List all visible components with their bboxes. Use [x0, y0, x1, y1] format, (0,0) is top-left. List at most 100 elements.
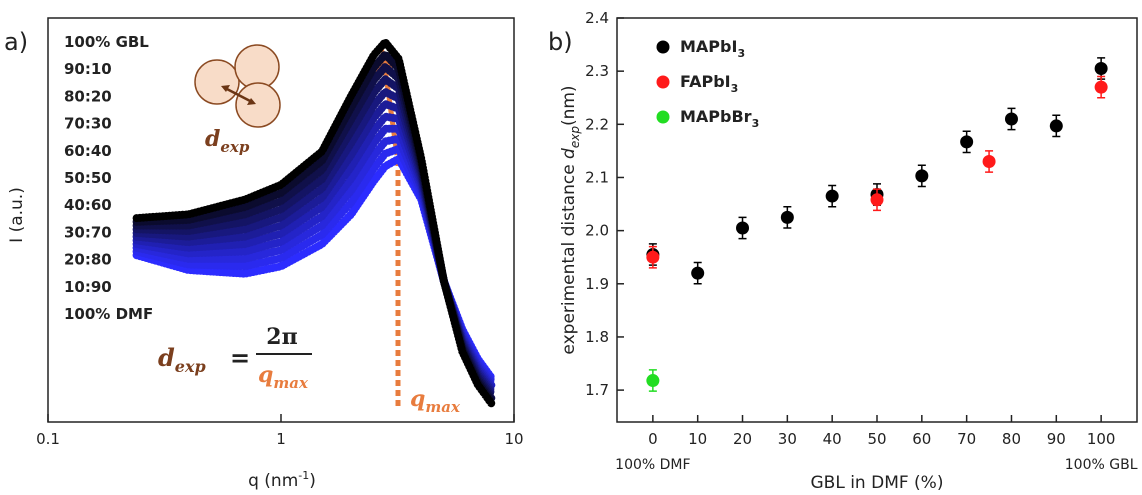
point-group [915, 164, 929, 188]
y-tick-label: 2.1 [585, 168, 609, 186]
point-group [825, 184, 839, 208]
x-end-label: 100% DMF [615, 457, 690, 473]
x-tick-label: 50 [867, 430, 886, 448]
legend-label: 90:10 [64, 60, 112, 78]
dexp-main: d [205, 126, 220, 152]
legend-label: 100% DMF [64, 305, 153, 323]
point [736, 221, 750, 235]
legend-label: 30:70 [64, 223, 112, 241]
legend-label: MAPbBr3 [680, 107, 759, 130]
formula-lhs: dexp [158, 343, 206, 376]
curve-core [136, 39, 494, 405]
y-label-pre: experimental distance [559, 159, 579, 355]
point [1049, 119, 1063, 133]
x-tick-label: 90 [1047, 430, 1066, 448]
point-group [982, 150, 996, 173]
point-group [1094, 75, 1108, 99]
y-tick-label: 1.8 [585, 328, 609, 346]
point-group [870, 188, 884, 212]
point-group [1049, 114, 1063, 138]
point-group [646, 369, 660, 392]
y-tick-label: 1.7 [585, 381, 609, 399]
legend-label: MAPbI3 [680, 37, 745, 60]
formula-lhs-sub: exp [175, 357, 206, 376]
x-tick-label: 10 [504, 430, 523, 448]
legend-label: 100% GBL [64, 33, 149, 51]
formula-equals: = [230, 343, 250, 372]
x-label-sup: -1 [298, 469, 309, 482]
x-label-main: q (nm [248, 471, 298, 491]
point-group [646, 245, 660, 269]
point [825, 189, 839, 203]
point-group [960, 130, 974, 154]
legend-label: FAPbI3 [680, 72, 738, 95]
legend-label: 10:90 [64, 278, 112, 296]
point-group [1094, 57, 1108, 80]
legend-marker [656, 110, 670, 124]
y-tick-label: 1.9 [585, 275, 609, 293]
qmax-sub: max [425, 398, 461, 416]
x-tick-label: 100 [1087, 430, 1116, 448]
y-label-sub: exp [568, 126, 582, 148]
legend-label: 70:30 [64, 115, 112, 133]
point-group [780, 205, 794, 229]
y-tick-label: 2.4 [585, 9, 609, 27]
formula-den-sub: max [273, 374, 309, 392]
y-tick-label: 2.0 [585, 222, 609, 240]
qmax-main: q [410, 386, 425, 412]
legend-label: 80:20 [64, 87, 112, 105]
y-axis-label: experimental distance dexp(nm) [559, 85, 582, 354]
x-end-label: 100% GBL [1065, 457, 1138, 473]
legend-marker [656, 40, 670, 54]
x-label-end: ) [309, 471, 316, 491]
y-tick-label: 2.2 [585, 115, 609, 133]
point [1004, 112, 1018, 126]
x-tick-label: 80 [1002, 430, 1021, 448]
particle-sketch [194, 44, 281, 128]
y-label-main: d [559, 148, 579, 159]
x-tick-label: 40 [823, 430, 842, 448]
legend-label: 20:80 [64, 251, 112, 269]
dexp-label: dexp [205, 126, 250, 156]
point-group [1004, 107, 1018, 131]
point [870, 193, 884, 207]
formula-lhs-main: d [158, 343, 175, 372]
qmax-label: qmax [410, 386, 461, 416]
x-tick-label: 20 [733, 430, 752, 448]
formula-numerator: 2π [266, 324, 297, 350]
point [915, 169, 929, 183]
x-tick-label: 60 [912, 430, 931, 448]
x-tick-label: 1 [276, 430, 286, 448]
dexp-sub: exp [220, 138, 249, 156]
x-tick-label: 10 [688, 430, 707, 448]
legend-label: 40:60 [64, 196, 112, 214]
point-group [691, 261, 705, 285]
panel-label: b) [548, 28, 573, 56]
x-tick-label: 30 [778, 430, 797, 448]
formula: dexp = 2π qmax [158, 324, 312, 392]
x-tick-label: 0 [648, 430, 658, 448]
x-axis-label: GBL in DMF (%) [811, 473, 944, 493]
point [780, 210, 794, 224]
point [691, 266, 705, 280]
x-tick-label: 70 [957, 430, 976, 448]
x-axis-label: q (nm-1) [248, 469, 316, 491]
point [982, 155, 996, 169]
point-group [736, 216, 750, 240]
point [1094, 80, 1108, 94]
legend-label: 50:50 [64, 169, 112, 187]
point [646, 374, 660, 388]
y-axis-label: I (a.u.) [7, 187, 27, 243]
legend-marker [656, 75, 670, 89]
y-label-post: (nm) [559, 85, 579, 126]
point [960, 135, 974, 149]
y-tick-label: 2.3 [585, 62, 609, 80]
panel-label: a) [4, 28, 28, 56]
point [646, 250, 660, 264]
x-tick-label: 0.1 [36, 430, 60, 448]
point [1094, 62, 1108, 75]
formula-denominator: qmax [258, 362, 309, 392]
legend-label: 60:40 [64, 142, 112, 160]
formula-den-main: q [258, 362, 273, 388]
